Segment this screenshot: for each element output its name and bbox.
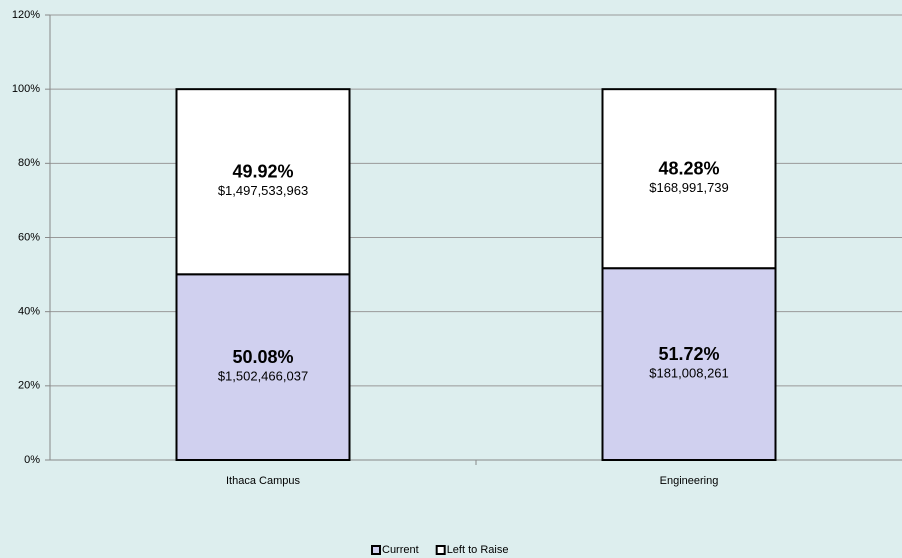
legend-swatch xyxy=(435,545,446,555)
legend-swatch xyxy=(371,545,381,555)
value-label: 49.92% xyxy=(232,161,293,181)
y-tick-label: 100% xyxy=(12,83,40,95)
amount-label: $1,497,533,963 xyxy=(218,183,308,198)
amount-label: $181,008,261 xyxy=(649,366,729,381)
bar-segment xyxy=(601,88,777,270)
value-label: 48.28% xyxy=(658,158,719,178)
y-tick-label: 20% xyxy=(18,380,40,392)
bar-segment xyxy=(601,267,777,461)
value-label: 50.08% xyxy=(232,347,293,367)
value-label: 51.72% xyxy=(658,344,719,364)
x-tick-label: Engineering xyxy=(660,475,719,487)
y-tick-label: 120% xyxy=(12,9,40,21)
bar-segment xyxy=(175,88,351,276)
bar-segment xyxy=(175,273,351,461)
y-tick-label: 0% xyxy=(24,454,40,466)
legend-label: Left to Raise xyxy=(447,544,509,556)
legend-label: Current xyxy=(382,544,419,556)
y-tick-label: 40% xyxy=(18,306,40,318)
y-tick-label: 80% xyxy=(18,157,40,169)
y-tick-label: 60% xyxy=(18,231,40,243)
amount-label: $168,991,739 xyxy=(649,180,729,195)
amount-label: $1,502,466,037 xyxy=(218,369,308,384)
x-tick-label: Ithaca Campus xyxy=(226,475,300,487)
